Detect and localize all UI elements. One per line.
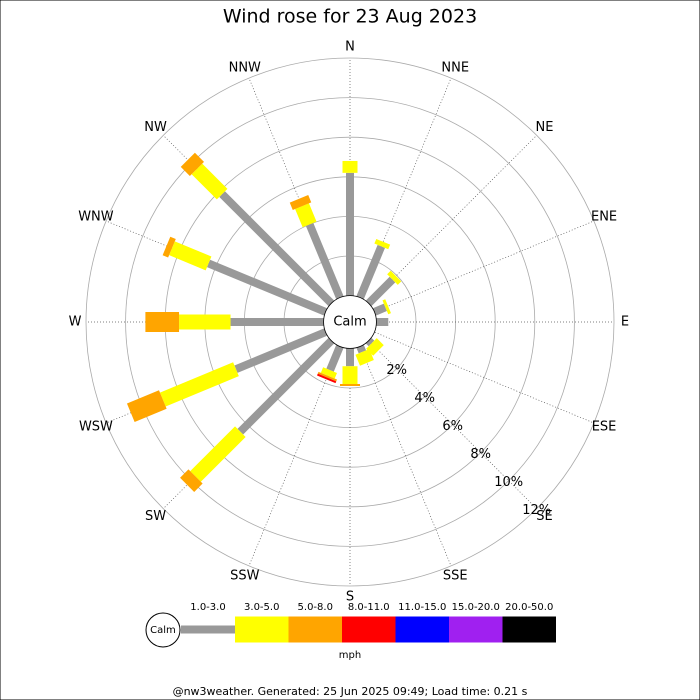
rose-segment bbox=[366, 338, 384, 356]
legend-swatch bbox=[235, 616, 289, 643]
rose-segment bbox=[190, 426, 246, 482]
direction-label: N bbox=[345, 40, 355, 55]
legend-calm bbox=[145, 612, 181, 648]
calm-label: Calm bbox=[333, 315, 366, 330]
rose-segment bbox=[159, 362, 239, 407]
legend-swatch bbox=[449, 616, 503, 643]
legend-swatch bbox=[181, 625, 235, 634]
rose-segment bbox=[356, 344, 367, 354]
ring-label: 6% bbox=[442, 419, 463, 434]
spoke bbox=[349, 321, 452, 567]
direction-label: SSW bbox=[230, 569, 260, 584]
rose-segment bbox=[180, 469, 203, 492]
spoke bbox=[349, 321, 595, 424]
legend-label: 1.0-3.0 bbox=[190, 602, 225, 613]
ring-label: 10% bbox=[494, 475, 523, 490]
spoke bbox=[248, 321, 351, 567]
rose-segment bbox=[234, 328, 328, 373]
rose-segment bbox=[169, 241, 212, 271]
rose-segment bbox=[320, 367, 337, 379]
legend-label: 3.0-5.0 bbox=[244, 602, 279, 613]
ring-label: 4% bbox=[414, 391, 435, 406]
direction-label: E bbox=[621, 315, 629, 330]
direction-label: WSW bbox=[79, 420, 113, 435]
direction-label: S bbox=[346, 590, 354, 605]
direction-label: NE bbox=[535, 120, 553, 135]
spoke bbox=[349, 321, 537, 509]
direction-label: NNW bbox=[229, 60, 261, 75]
legend-label: 8.0-11.0 bbox=[348, 602, 390, 613]
rose-segment bbox=[317, 373, 337, 384]
legend-unit: mph bbox=[339, 650, 361, 661]
grid-ring bbox=[125, 97, 575, 547]
rose-segment bbox=[289, 195, 312, 210]
direction-label: SSE bbox=[443, 569, 468, 584]
rose-segment bbox=[219, 191, 335, 307]
rose-segment bbox=[372, 303, 387, 316]
rose-segment bbox=[387, 270, 402, 285]
calm-circle bbox=[323, 295, 377, 349]
direction-label: SE bbox=[536, 509, 552, 524]
direction-label: ESE bbox=[592, 420, 617, 435]
legend-swatch bbox=[502, 616, 556, 643]
rose-segment bbox=[305, 222, 344, 300]
spoke bbox=[349, 135, 537, 323]
ring-label: 12% bbox=[522, 503, 551, 518]
legend-label: 20.0-50.0 bbox=[505, 602, 553, 613]
rose-segment bbox=[237, 337, 335, 435]
legend-calm-label: Calm bbox=[150, 625, 176, 636]
direction-label: NNE bbox=[441, 60, 469, 75]
rose-segment bbox=[207, 259, 328, 316]
direction-label: NW bbox=[144, 120, 167, 135]
ring-label: 2% bbox=[386, 363, 407, 378]
rose-segment bbox=[374, 238, 391, 250]
rose-segment bbox=[295, 203, 317, 228]
legend-swatch bbox=[288, 616, 342, 643]
rose-segment bbox=[365, 276, 396, 307]
legend-label: 15.0-20.0 bbox=[452, 602, 500, 613]
rose-segment bbox=[326, 344, 344, 372]
ring-label: 8% bbox=[470, 447, 491, 462]
legend-label: 5.0-8.0 bbox=[298, 602, 333, 613]
direction-label: SW bbox=[145, 509, 166, 524]
direction-label: W bbox=[69, 315, 82, 330]
rose-segment bbox=[126, 390, 167, 423]
legend-label: 11.0-15.0 bbox=[398, 602, 446, 613]
rose-segment bbox=[162, 236, 176, 258]
footer: @nw3weather. Generated: 25 Jun 2025 09:4… bbox=[173, 685, 528, 698]
legend-swatch bbox=[395, 616, 449, 643]
rose-segment bbox=[191, 163, 228, 200]
spoke bbox=[349, 220, 595, 323]
legend-swatch bbox=[342, 616, 396, 643]
direction-label: WNW bbox=[78, 209, 114, 224]
rose-segment bbox=[317, 371, 338, 382]
spoke bbox=[349, 77, 452, 323]
chart-title: Wind rose for 23 Aug 2023 bbox=[223, 6, 477, 28]
direction-label: ENE bbox=[591, 209, 617, 224]
grid-ring bbox=[85, 57, 615, 587]
rose-segment bbox=[180, 152, 204, 176]
rose-segment bbox=[355, 349, 374, 366]
rose-segment bbox=[382, 299, 391, 315]
rose-segment bbox=[365, 337, 375, 347]
rose-segment bbox=[356, 244, 386, 300]
